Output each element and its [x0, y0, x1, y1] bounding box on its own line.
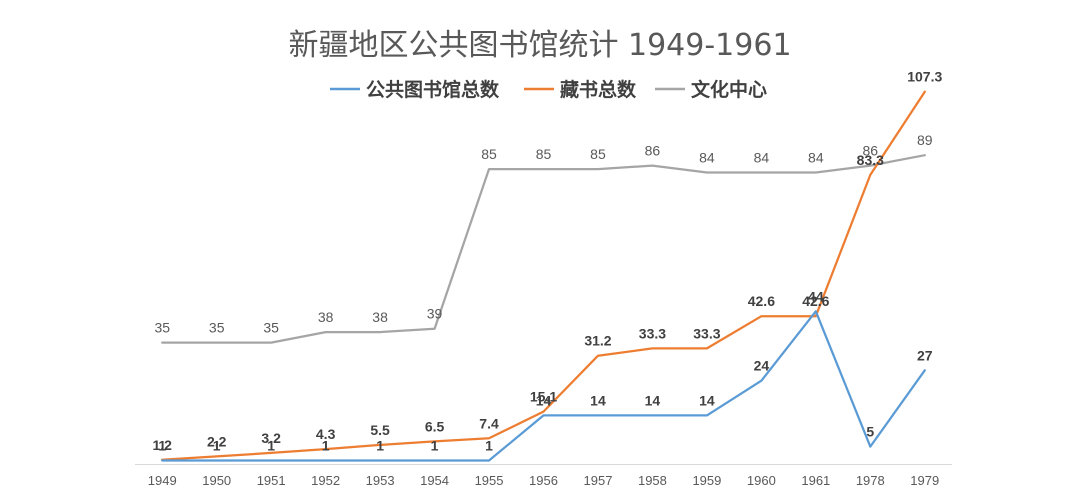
legend-label: 公共图书馆总数 — [366, 78, 500, 101]
data-label: 85 — [536, 146, 552, 162]
data-label: 1 — [158, 438, 166, 454]
data-label: 1 — [431, 438, 439, 454]
data-label: 4.3 — [316, 426, 336, 442]
x-tick-label: 1961 — [801, 473, 830, 488]
data-label: 1.2 — [152, 437, 172, 453]
series-line — [161, 90, 926, 461]
data-label: 15.1 — [530, 389, 557, 405]
data-label: 85 — [481, 146, 497, 162]
x-tick-label: 1978 — [856, 473, 885, 488]
data-label: 7.4 — [479, 415, 499, 431]
data-label: 86 — [645, 143, 661, 159]
data-label: 27 — [917, 347, 933, 363]
data-label: 31.2 — [584, 333, 611, 349]
data-label: 44 — [808, 288, 824, 304]
data-label: 42.6 — [802, 293, 829, 309]
data-label: 39 — [427, 306, 443, 322]
x-tick-label: 1954 — [420, 473, 449, 488]
data-label: 5.5 — [370, 422, 390, 438]
x-tick-label: 1951 — [257, 473, 286, 488]
x-tick-label: 1950 — [202, 473, 231, 488]
x-tick-label: 1956 — [529, 473, 558, 488]
data-label: 35 — [263, 320, 279, 336]
x-tick-label: 1979 — [910, 473, 939, 488]
legend-label: 藏书总数 — [560, 78, 637, 101]
data-label: 35 — [154, 320, 170, 336]
data-label: 5 — [866, 424, 874, 440]
data-label: 38 — [372, 309, 388, 325]
data-label: 89 — [917, 132, 933, 148]
data-label: 84 — [808, 150, 824, 166]
x-tick-label: 1952 — [311, 473, 340, 488]
data-label: 85 — [590, 146, 606, 162]
series-line — [161, 310, 926, 462]
data-label: 24 — [754, 358, 770, 374]
data-label: 14 — [645, 392, 661, 408]
data-label: 1 — [213, 438, 221, 454]
series-line — [161, 154, 926, 344]
data-label: 14 — [590, 392, 606, 408]
data-label: 1 — [376, 438, 384, 454]
x-tick-label: 1958 — [638, 473, 667, 488]
data-label: 107.3 — [907, 69, 942, 85]
data-label: 86 — [863, 143, 879, 159]
x-tick-label: 1959 — [692, 473, 721, 488]
data-label: 1 — [485, 438, 493, 454]
chart-title: 新疆地区公共图书馆统计 1949-1961 — [288, 28, 791, 63]
data-label: 83.3 — [857, 152, 884, 168]
legend: 公共图书馆总数 藏书总数 文化中心 — [330, 78, 767, 101]
data-label: 14 — [699, 392, 715, 408]
x-axis-tick-labels: 1949 1950 1951 1952 1953 1954 1955 1956 1957 1958… — [148, 473, 939, 488]
x-tick-label: 1960 — [747, 473, 776, 488]
data-label: 42.6 — [748, 293, 775, 309]
data-label: 33.3 — [639, 325, 666, 341]
data-label: 1 — [267, 438, 275, 454]
data-label: 2.2 — [207, 433, 227, 449]
x-tick-label: 1949 — [148, 473, 177, 488]
data-label: 1 — [322, 438, 330, 454]
series-lines — [161, 90, 926, 462]
data-label: 33.3 — [693, 325, 720, 341]
x-tick-label: 1953 — [366, 473, 395, 488]
x-tick-label: 1955 — [475, 473, 504, 488]
data-label: 3.2 — [261, 430, 281, 446]
data-label: 6.5 — [425, 418, 445, 434]
data-label: 14 — [536, 392, 552, 408]
data-labels: 1 1 1 1 1 1 1 14 14 14 14 24 44 5 27 1.2 2.2 3.2 4.3 5.5 6.5… — [152, 69, 942, 454]
data-label: 84 — [699, 150, 715, 166]
legend-label: 文化中心 — [691, 78, 767, 101]
data-label: 38 — [318, 309, 334, 325]
data-label: 35 — [209, 320, 225, 336]
data-label: 84 — [754, 150, 770, 166]
x-tick-label: 1957 — [584, 473, 613, 488]
